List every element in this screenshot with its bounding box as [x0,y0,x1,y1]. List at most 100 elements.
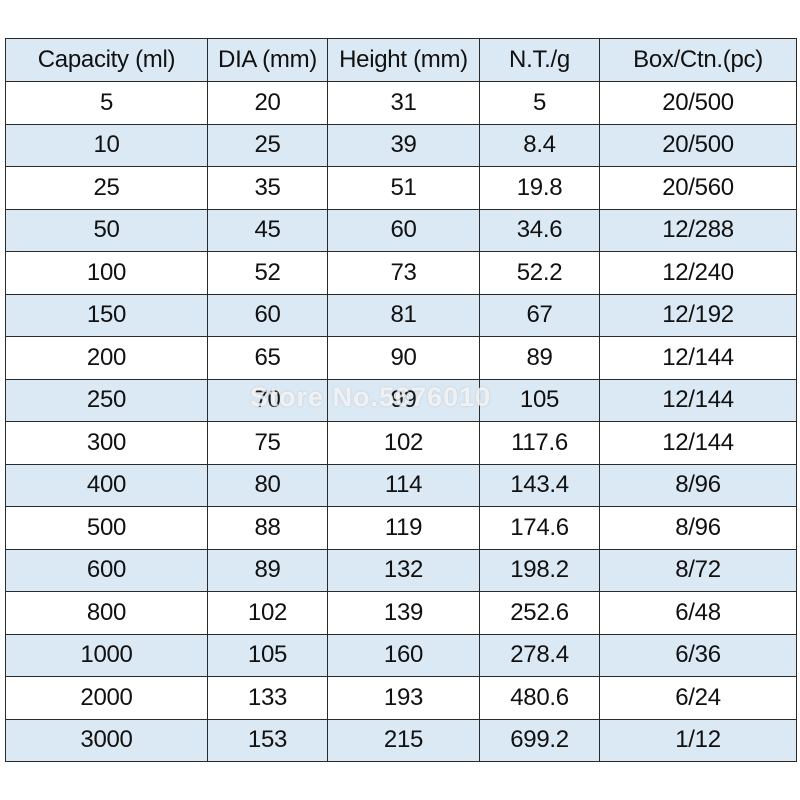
cell-dia: 89 [207,548,328,592]
cell-height: 39 [327,123,480,167]
table-body: 5 20 31 5 20/500 10 25 39 8.4 20/500 25 35 51 19.8 20/… [5,81,797,762]
cell-capacity: 5 [5,81,208,125]
cell-box-carton: 6/36 [599,633,797,677]
table-row: 50 45 60 34.6 12/288 [5,208,797,252]
cell-capacity: 800 [5,591,208,635]
cell-capacity: 1000 [5,633,208,677]
cell-dia: 35 [207,166,328,210]
cell-net-weight: 174.6 [479,506,600,550]
cell-net-weight: 252.6 [479,591,600,635]
cell-dia: 52 [207,251,328,295]
cell-height: 73 [327,251,480,295]
cell-capacity: 150 [5,293,208,337]
cell-capacity: 3000 [5,718,208,762]
cell-height: 193 [327,676,480,720]
cell-capacity: 2000 [5,676,208,720]
cell-dia: 88 [207,506,328,550]
cell-net-weight: 105 [479,378,600,422]
cell-dia: 65 [207,336,328,380]
cell-height: 99 [327,378,480,422]
header-row: Capacity (ml) DIA (mm) Height (mm) N.T./… [5,38,797,82]
cell-capacity: 25 [5,166,208,210]
cell-net-weight: 8.4 [479,123,600,167]
cell-dia: 153 [207,718,328,762]
cell-net-weight: 67 [479,293,600,337]
cell-box-carton: 20/500 [599,123,797,167]
table-row: 25 35 51 19.8 20/560 [5,166,797,210]
cell-box-carton: 8/96 [599,506,797,550]
table-header: Capacity (ml) DIA (mm) Height (mm) N.T./… [5,38,797,82]
table-row: 400 80 114 143.4 8/96 [5,463,797,507]
cell-net-weight: 117.6 [479,421,600,465]
cell-capacity: 600 [5,548,208,592]
cell-box-carton: 6/24 [599,676,797,720]
cell-height: 102 [327,421,480,465]
table-row: 150 60 81 67 12/192 [5,293,797,337]
table-row: 10 25 39 8.4 20/500 [5,123,797,167]
table-row: 800 102 139 252.6 6/48 [5,591,797,635]
cell-height: 81 [327,293,480,337]
cell-box-carton: 8/96 [599,463,797,507]
table-row: 1000 105 160 278.4 6/36 [5,633,797,677]
cell-height: 215 [327,718,480,762]
cell-box-carton: 12/144 [599,378,797,422]
cell-dia: 25 [207,123,328,167]
cell-box-carton: 6/48 [599,591,797,635]
table-row: 600 89 132 198.2 8/72 [5,548,797,592]
header-box-carton: Box/Ctn.(pc) [599,38,797,82]
table-row: 250 70 99 105 12/144 [5,378,797,422]
cell-capacity: 10 [5,123,208,167]
cell-dia: 105 [207,633,328,677]
cell-capacity: 500 [5,506,208,550]
cell-net-weight: 34.6 [479,208,600,252]
cell-box-carton: 12/192 [599,293,797,337]
cell-net-weight: 699.2 [479,718,600,762]
cell-net-weight: 480.6 [479,676,600,720]
cell-box-carton: 20/560 [599,166,797,210]
table-row: 100 52 73 52.2 12/240 [5,251,797,295]
cell-capacity: 400 [5,463,208,507]
header-net-weight: N.T./g [479,38,600,82]
cell-net-weight: 198.2 [479,548,600,592]
cell-box-carton: 12/144 [599,336,797,380]
table-row: 2000 133 193 480.6 6/24 [5,676,797,720]
cell-height: 51 [327,166,480,210]
cell-box-carton: 8/72 [599,548,797,592]
cell-dia: 133 [207,676,328,720]
capacity-spec-table: Capacity (ml) DIA (mm) Height (mm) N.T./… [5,38,797,762]
cell-height: 119 [327,506,480,550]
cell-capacity: 200 [5,336,208,380]
cell-dia: 75 [207,421,328,465]
cell-net-weight: 52.2 [479,251,600,295]
cell-box-carton: 12/288 [599,208,797,252]
cell-dia: 20 [207,81,328,125]
cell-capacity: 300 [5,421,208,465]
cell-net-weight: 19.8 [479,166,600,210]
table-row: 200 65 90 89 12/144 [5,336,797,380]
cell-dia: 102 [207,591,328,635]
cell-height: 90 [327,336,480,380]
cell-box-carton: 1/12 [599,718,797,762]
cell-height: 132 [327,548,480,592]
cell-net-weight: 5 [479,81,600,125]
cell-box-carton: 20/500 [599,81,797,125]
cell-capacity: 100 [5,251,208,295]
table-row: 5 20 31 5 20/500 [5,81,797,125]
cell-capacity: 50 [5,208,208,252]
cell-height: 60 [327,208,480,252]
cell-height: 139 [327,591,480,635]
cell-height: 31 [327,81,480,125]
table-row: 300 75 102 117.6 12/144 [5,421,797,465]
table-row: 500 88 119 174.6 8/96 [5,506,797,550]
cell-capacity: 250 [5,378,208,422]
table-row: 3000 153 215 699.2 1/12 [5,718,797,762]
cell-net-weight: 143.4 [479,463,600,507]
cell-dia: 70 [207,378,328,422]
header-dia: DIA (mm) [207,38,328,82]
header-capacity: Capacity (ml) [5,38,208,82]
cell-box-carton: 12/144 [599,421,797,465]
cell-height: 114 [327,463,480,507]
header-height: Height (mm) [327,38,480,82]
cell-dia: 60 [207,293,328,337]
